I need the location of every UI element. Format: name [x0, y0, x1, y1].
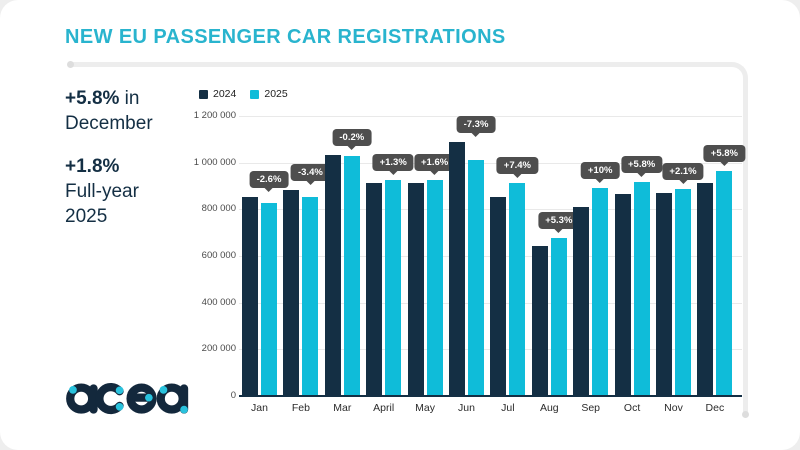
- legend-swatch-2024: [199, 89, 208, 99]
- bar-2024-jan: [242, 197, 258, 396]
- decorative-dot-start: [67, 61, 74, 68]
- x-axis-label-jun: Jun: [458, 402, 475, 414]
- y-axis-tick-label: 1 200 000: [193, 110, 236, 121]
- x-axis-label-nov: Nov: [664, 402, 683, 414]
- x-axis-label-sep: Sep: [581, 402, 601, 414]
- bar-2024-jun: [449, 141, 465, 396]
- bar-2024-mar: [324, 155, 341, 396]
- acea-logo: [66, 383, 189, 415]
- legend-label-2025: 2025: [264, 88, 288, 100]
- logo-accent-dot: [159, 386, 168, 394]
- bar-2024-aug: [531, 245, 548, 396]
- chart-legend: 2024 2025: [199, 88, 288, 100]
- fullyear-change: +1.8% Full-year 2025: [65, 156, 139, 227]
- legend-label-2024: 2024: [213, 88, 237, 100]
- logo-accent-dot: [145, 393, 153, 402]
- bar-2024-nov: [656, 193, 672, 396]
- bar-2025-mar: [343, 155, 360, 396]
- change-tooltip-april: +1.3%: [372, 153, 414, 171]
- bar-2024-may: [407, 183, 424, 396]
- legend-swatch-2025: [250, 89, 260, 99]
- december-change-value: +5.8%: [65, 88, 120, 109]
- fullyear-change-value: +1.8%: [65, 156, 120, 177]
- page-title: NEW EU PASSENGER CAR REGISTRATIONS: [65, 26, 506, 48]
- x-axis-label-mar: Mar: [333, 402, 352, 414]
- y-axis-tick-label: 400 000: [201, 296, 236, 308]
- legend-item-2024: 2024: [199, 88, 236, 100]
- y-axis-tick-label: 600 000: [201, 250, 236, 261]
- bar-2025-jul: [509, 182, 526, 396]
- gridline-1000000: [239, 162, 742, 164]
- logo-accent-dot: [180, 405, 188, 414]
- change-tooltip-aug: +5.3%: [538, 211, 580, 229]
- bar-2025-jan: [261, 202, 277, 396]
- bar-2025-sep: [592, 188, 609, 396]
- y-axis-tick-label: 1 000 000: [193, 156, 236, 168]
- bar-2024-jul: [490, 197, 507, 396]
- x-axis-label-jul: Jul: [501, 402, 515, 414]
- bar-2025-aug: [550, 237, 567, 396]
- y-axis-tick-label: 0: [230, 390, 236, 401]
- decorative-dot-end: [742, 411, 749, 418]
- december-change-caption: December: [65, 113, 153, 134]
- bar-2025-jun: [468, 160, 484, 396]
- logo-accent-dot: [115, 402, 124, 411]
- change-tooltip-may: +1.6%: [413, 153, 456, 171]
- x-axis-label-may: May: [415, 402, 436, 414]
- bar-2025-oct: [633, 182, 650, 396]
- bar-2024-sep: [573, 207, 590, 396]
- logo-accent-dot: [115, 386, 124, 395]
- change-tooltip-jul: +7.4%: [496, 156, 538, 174]
- change-tooltip-jun: -7.3%: [456, 115, 496, 133]
- change-tooltip-oct: +5.8%: [620, 156, 663, 174]
- x-axis-label-feb: Feb: [291, 402, 310, 414]
- bar-2024-dec: [697, 183, 714, 396]
- change-tooltip-jan: -2.6%: [249, 171, 289, 189]
- bar-2025-nov: [675, 188, 691, 396]
- bar-2024-feb: [283, 189, 300, 396]
- change-tooltip-mar: -0.2%: [332, 129, 372, 147]
- x-axis-label-jan: Jan: [251, 402, 268, 414]
- bar-2024-oct: [614, 193, 631, 396]
- x-axis-label-aug: Aug: [539, 402, 559, 414]
- change-tooltip-nov: +2.1%: [662, 162, 704, 180]
- x-axis-line: [239, 395, 742, 397]
- bar-2025-may: [426, 179, 443, 396]
- change-tooltip-feb: -3.4%: [290, 163, 330, 181]
- change-tooltip-dec: +5.8%: [703, 145, 745, 163]
- bar-2024-april: [366, 182, 383, 396]
- x-axis-label-oct: Oct: [623, 402, 641, 414]
- bar-2025-april: [385, 179, 402, 396]
- y-axis-tick-label: 200 000: [201, 343, 236, 355]
- logo-accent-dot: [69, 386, 77, 394]
- december-change: +5.8% in December: [65, 88, 153, 134]
- highlight-stats: +5.8% in December +1.8% Full-year 2025: [65, 86, 215, 229]
- bar-2025-feb: [302, 196, 319, 396]
- x-axis-label-dec: Dec: [705, 402, 725, 414]
- bar-2025-dec: [716, 171, 733, 396]
- y-axis-tick-label: 800 000: [201, 203, 236, 215]
- legend-item-2025: 2025: [250, 88, 288, 100]
- logo-letter-c: [95, 383, 124, 415]
- x-axis-label-april: April: [373, 402, 395, 414]
- change-tooltip-sep: +10%: [580, 162, 620, 180]
